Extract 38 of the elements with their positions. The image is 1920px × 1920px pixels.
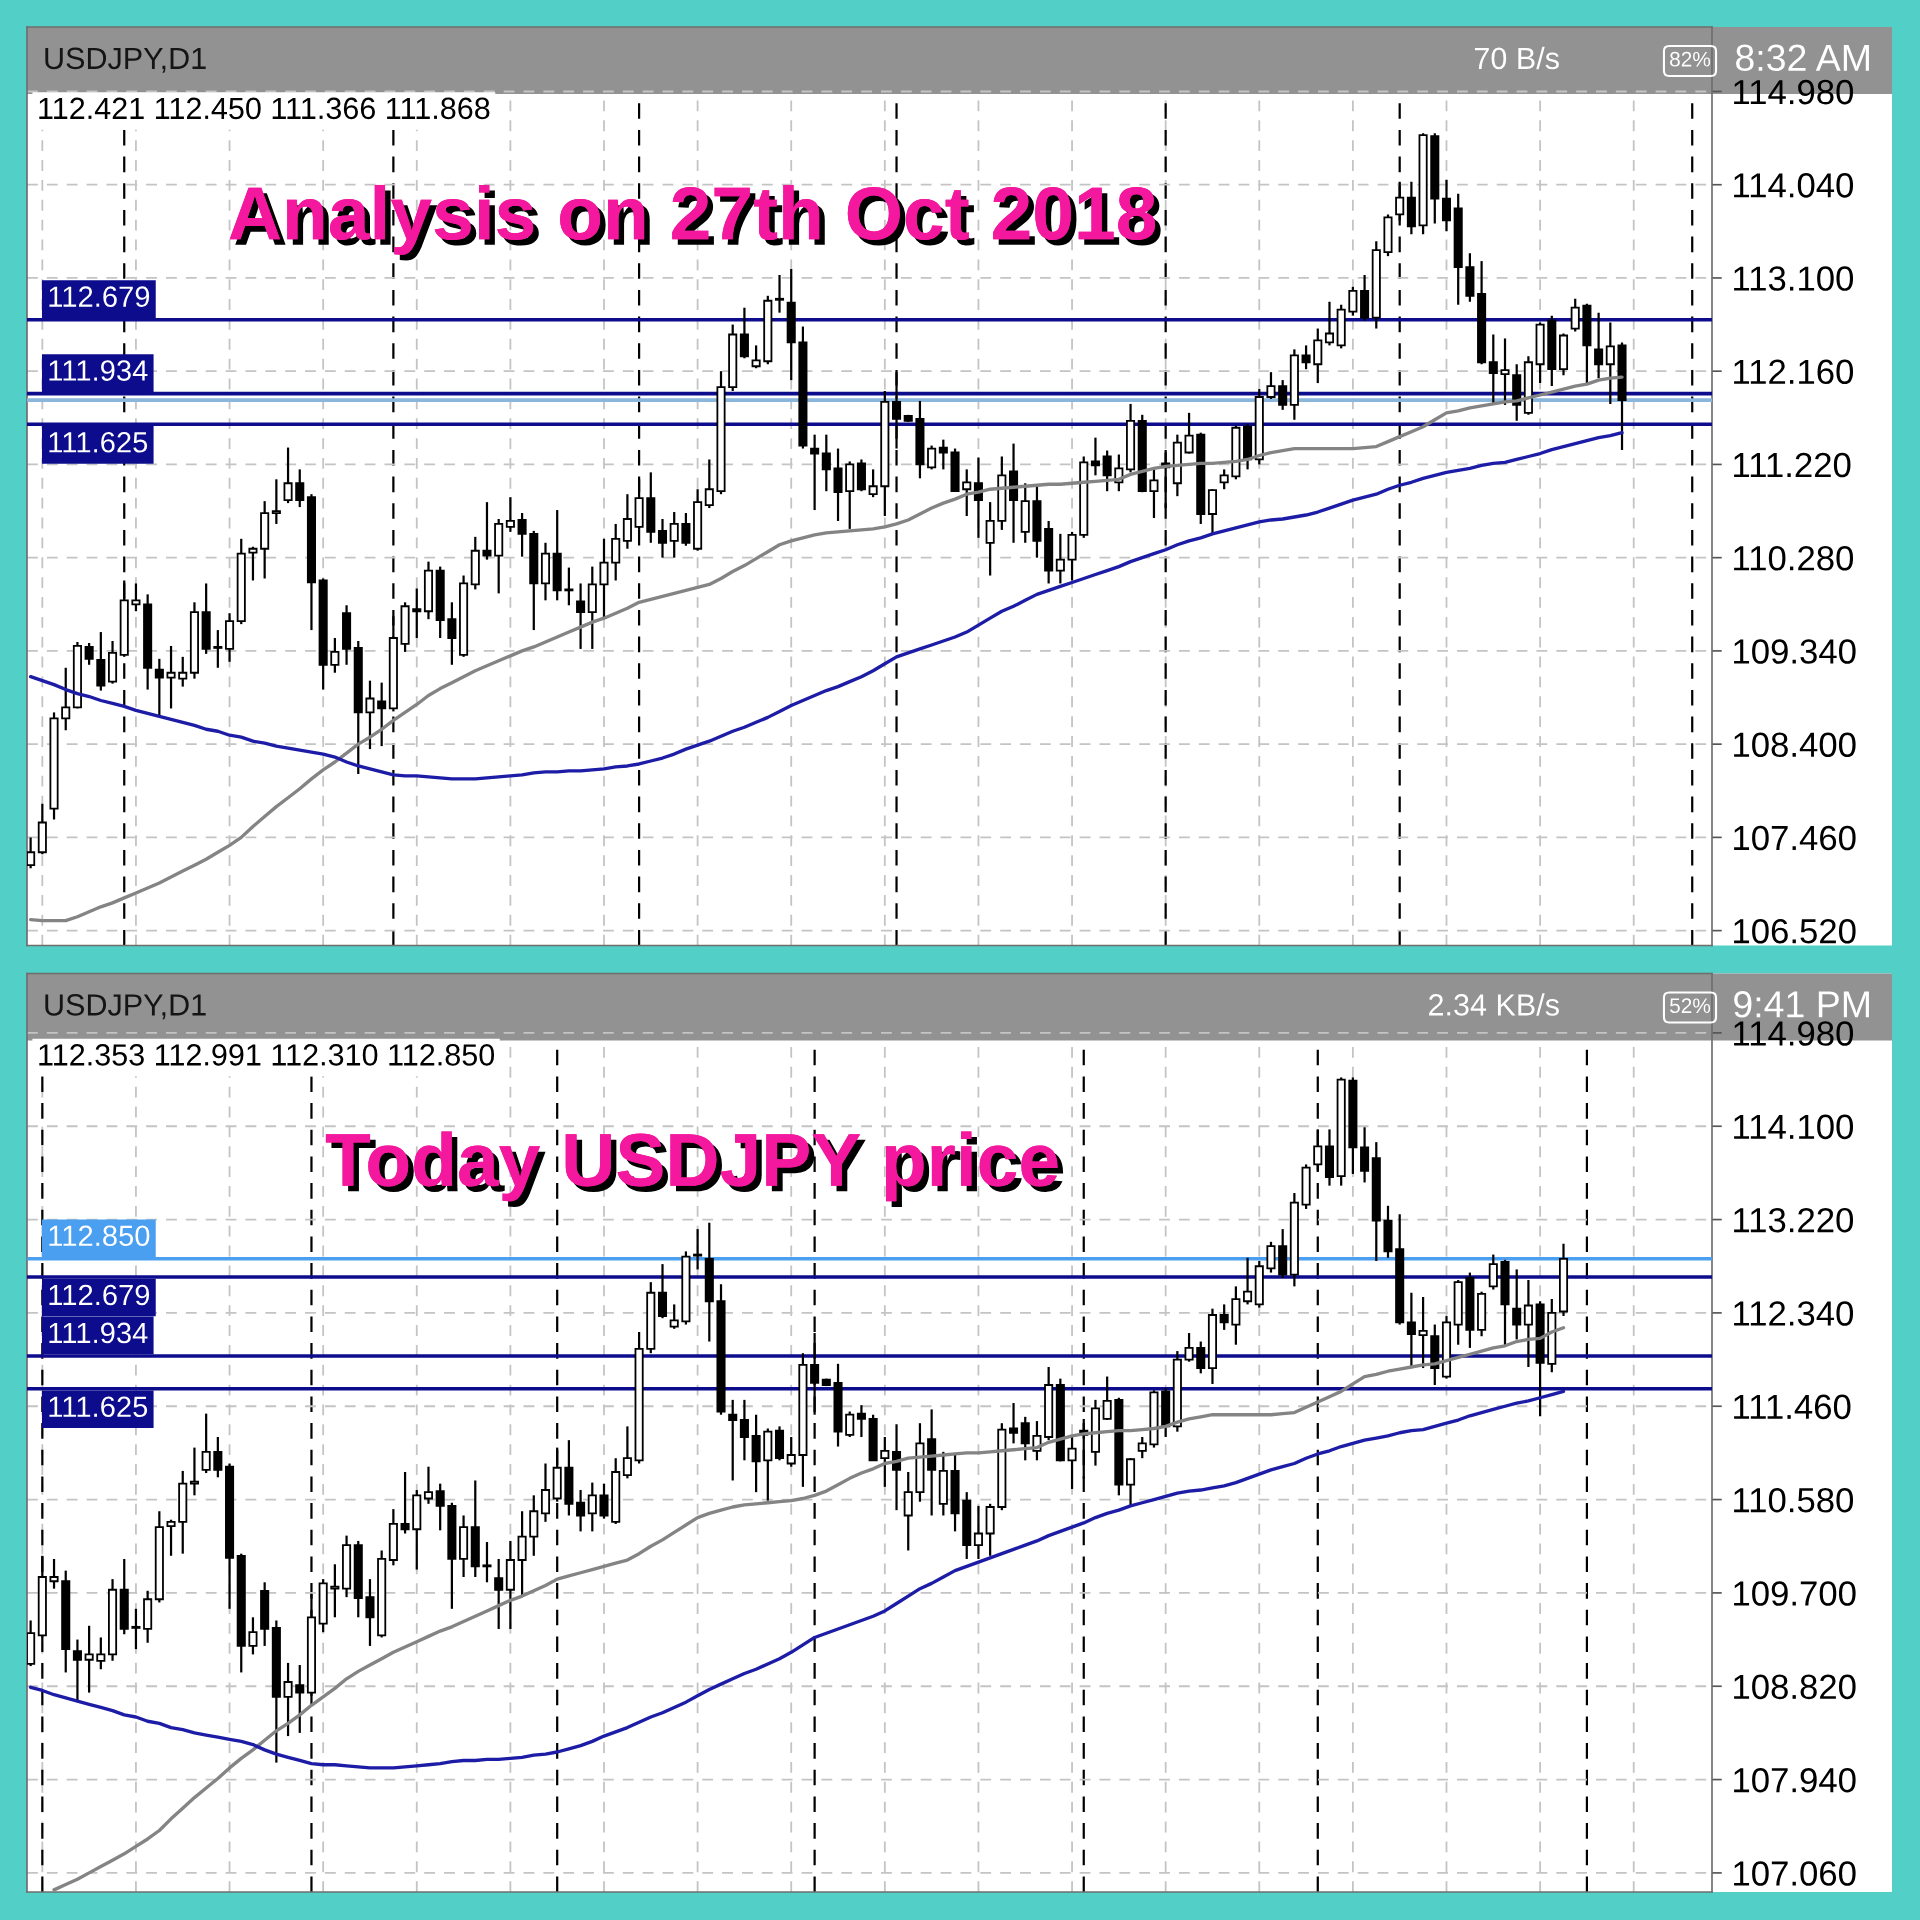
y-tick-label: 112.340 bbox=[1734, 1301, 1854, 1326]
text: Analysis on 27th Oct 2018 bbox=[229, 184, 1161, 261]
annotation: 112.421 112.450 111.366 111.868 bbox=[39, 97, 490, 120]
y-tick-label: 111.460 bbox=[1734, 1394, 1851, 1420]
y-tick-label: 107.460 bbox=[1734, 825, 1856, 851]
annotation: 112.353 112.991 112.310 112.850 bbox=[39, 1044, 495, 1066]
text: Today USDJPY price bbox=[325, 1131, 1064, 1207]
y-tick-label: 110.280 bbox=[1734, 546, 1854, 571]
annotation: USDJPY,D1 bbox=[45, 47, 206, 73]
y-tick-label: 108.820 bbox=[1734, 1674, 1856, 1700]
y-tick-label: 114.040 bbox=[1734, 173, 1854, 198]
y-tick-label: 109.340 bbox=[1734, 639, 1856, 664]
y-tick-label: 114.980 bbox=[1734, 1021, 1854, 1046]
y-tick-label: 106.520 bbox=[1734, 918, 1856, 944]
y-tick-label: 111.220 bbox=[1734, 452, 1851, 478]
y-tick-label: 113.100 bbox=[1734, 266, 1854, 291]
ref-line-label: 112.679 bbox=[49, 1284, 150, 1306]
text: 9:41 PM bbox=[1734, 991, 1869, 1018]
y-tick-label: 110.580 bbox=[1734, 1487, 1854, 1513]
y-tick-label: 107.940 bbox=[1734, 1767, 1856, 1793]
annotation: USDJPY,D1 bbox=[45, 994, 206, 1020]
text: 82% bbox=[1670, 51, 1711, 67]
y-tick-label: 108.400 bbox=[1734, 732, 1856, 758]
y-tick-label: 109.700 bbox=[1734, 1581, 1856, 1606]
text: 52% bbox=[1669, 998, 1711, 1014]
y-tick-label: 113.220 bbox=[1734, 1207, 1854, 1233]
y-tick-label: 114.100 bbox=[1734, 1114, 1854, 1140]
y-tick-label: 107.060 bbox=[1734, 1861, 1856, 1886]
text: 8:32 AM bbox=[1736, 44, 1869, 72]
y-tick-label: 112.160 bbox=[1734, 359, 1854, 385]
ref-line-label: 111.934 bbox=[49, 1322, 148, 1344]
ref-line-label: 111.625 bbox=[49, 1396, 148, 1418]
ref-line-label: 111.934 bbox=[49, 360, 148, 381]
ref-line-label: 111.625 bbox=[49, 431, 148, 453]
annotation: 2.34 KB/s bbox=[1429, 993, 1559, 1016]
annotation: 70 B/s bbox=[1474, 46, 1559, 70]
ref-line-label: 112.679 bbox=[49, 286, 150, 307]
ref-line-label: 112.850 bbox=[49, 1225, 150, 1247]
